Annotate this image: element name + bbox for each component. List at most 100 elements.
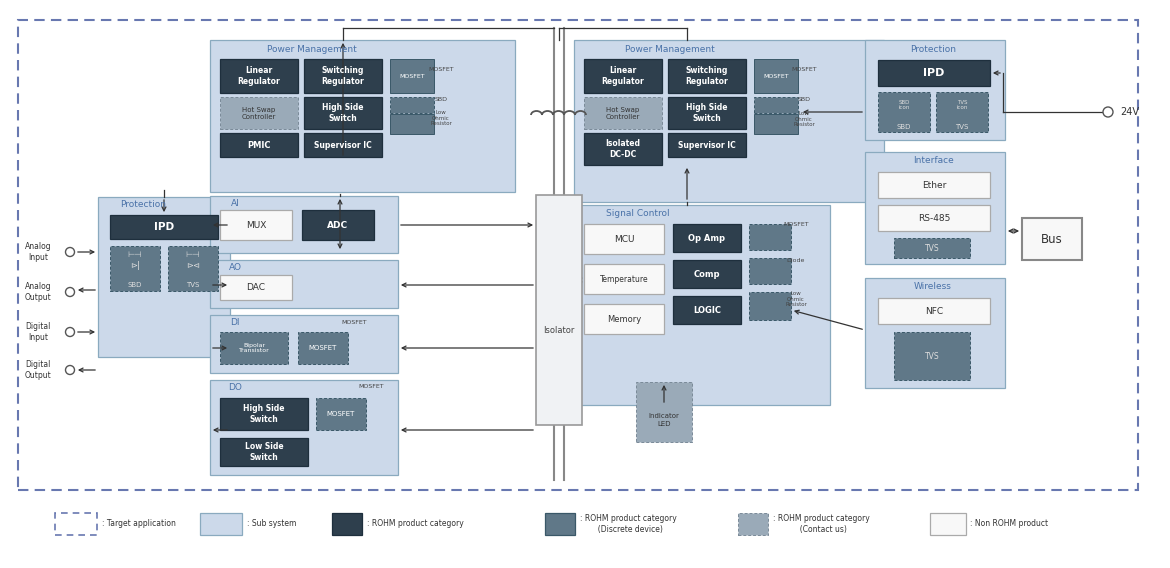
Bar (636, 382, 691, 442)
Bar (209, 315, 398, 373)
Text: IPD: IPD (154, 222, 174, 232)
Text: MUX: MUX (246, 220, 267, 229)
Bar (220, 133, 298, 157)
Bar (749, 224, 791, 250)
Text: Hot Swap
Controller: Hot Swap Controller (606, 107, 640, 119)
Bar (878, 172, 990, 198)
Bar (304, 59, 381, 93)
Bar (390, 59, 434, 93)
Bar (894, 238, 970, 258)
Text: Power Management: Power Management (267, 44, 357, 53)
Text: SBD: SBD (897, 124, 911, 130)
Text: PMIC: PMIC (247, 140, 270, 149)
Bar (168, 246, 218, 291)
Text: Isolator: Isolator (543, 325, 574, 335)
Text: Wireless: Wireless (914, 282, 952, 290)
Bar (753, 59, 798, 93)
Bar (298, 332, 347, 364)
Text: Low
Ohmic
Resistor: Low Ohmic Resistor (431, 110, 452, 126)
Text: SBD: SBD (128, 282, 143, 288)
Text: Ether: Ether (922, 181, 947, 190)
Bar (738, 513, 768, 535)
Text: Low
Ohmic
Resistor: Low Ohmic Resistor (793, 111, 815, 127)
Text: 24V: 24V (1121, 107, 1140, 117)
Text: Analog
Output: Analog Output (25, 282, 51, 302)
Text: Supervisor IC: Supervisor IC (679, 140, 736, 149)
Text: MOSFET: MOSFET (783, 222, 808, 227)
Text: High Side
Switch: High Side Switch (322, 103, 364, 123)
Text: ⊢⊣
⊳|: ⊢⊣ ⊳| (128, 250, 143, 270)
Text: SBD: SBD (798, 97, 811, 102)
Bar (584, 304, 665, 334)
Bar (865, 278, 1005, 388)
Text: : Non ROHM product: : Non ROHM product (970, 520, 1048, 528)
Bar (209, 196, 398, 253)
Bar (200, 513, 242, 535)
Text: Switching
Regulator: Switching Regulator (322, 66, 364, 86)
Bar (304, 133, 381, 157)
Bar (668, 59, 746, 93)
Text: MOSFET: MOSFET (326, 411, 356, 417)
Circle shape (66, 365, 75, 374)
Text: NFC: NFC (925, 307, 943, 315)
Text: Indicator
LED: Indicator LED (648, 414, 680, 427)
Bar (749, 292, 791, 320)
Text: AO: AO (228, 262, 241, 272)
Text: AI: AI (230, 198, 240, 207)
Text: Linear
Regulator: Linear Regulator (238, 66, 281, 86)
Text: Signal Control: Signal Control (606, 208, 669, 218)
Bar (390, 97, 434, 113)
Bar (332, 513, 362, 535)
Bar (18, 20, 1138, 490)
Bar (574, 205, 830, 405)
Text: Digital
Output: Digital Output (25, 360, 51, 379)
Text: DI: DI (230, 318, 240, 327)
Bar (220, 398, 308, 430)
Text: Power Management: Power Management (625, 44, 715, 53)
Bar (584, 264, 665, 294)
Text: Temperature: Temperature (600, 274, 648, 283)
Text: Protection: Protection (121, 199, 166, 208)
Text: Analog
Input: Analog Input (25, 243, 51, 262)
Text: TVS: TVS (924, 352, 940, 361)
Bar (668, 133, 746, 157)
Text: TVS: TVS (186, 282, 200, 288)
Bar (673, 260, 741, 288)
Text: MOSFET: MOSFET (342, 320, 367, 324)
Bar (220, 332, 288, 364)
Text: High Side
Switch: High Side Switch (243, 404, 284, 424)
Text: Memory: Memory (607, 315, 641, 324)
Text: : ROHM product category
  (Contact us): : ROHM product category (Contact us) (773, 514, 869, 534)
Bar (220, 210, 292, 240)
Text: Interface: Interface (913, 156, 954, 165)
Bar (209, 40, 515, 192)
Text: Digital
Input: Digital Input (26, 322, 50, 342)
Bar (110, 246, 160, 291)
Bar (98, 197, 230, 357)
Text: RS-485: RS-485 (917, 214, 950, 223)
Bar (220, 275, 292, 300)
Bar (209, 260, 398, 308)
Bar (55, 513, 97, 535)
Bar (316, 398, 366, 430)
Text: Bipolar
Transistor: Bipolar Transistor (239, 343, 269, 353)
Text: MOSFET: MOSFET (791, 66, 817, 72)
Text: Supervisor IC: Supervisor IC (314, 140, 372, 149)
Text: ⊢⊣
⊳⊲: ⊢⊣ ⊳⊲ (186, 250, 200, 270)
Bar (584, 224, 665, 254)
Bar (1023, 218, 1082, 260)
Bar (220, 438, 308, 466)
Text: : ROHM product category
  (Discrete device): : ROHM product category (Discrete device… (580, 514, 676, 534)
Bar (220, 59, 298, 93)
Text: Low Side
Switch: Low Side Switch (245, 442, 283, 462)
Text: MOSFET: MOSFET (309, 345, 337, 351)
Text: TVS: TVS (924, 244, 940, 253)
Text: MOSFET: MOSFET (399, 73, 425, 78)
Bar (878, 92, 930, 132)
Circle shape (66, 248, 75, 257)
Text: Diode: Diode (786, 257, 805, 262)
Bar (753, 97, 798, 113)
Text: Low
Ohmic
Resistor: Low Ohmic Resistor (785, 291, 807, 307)
Bar (574, 40, 885, 202)
Circle shape (66, 287, 75, 296)
